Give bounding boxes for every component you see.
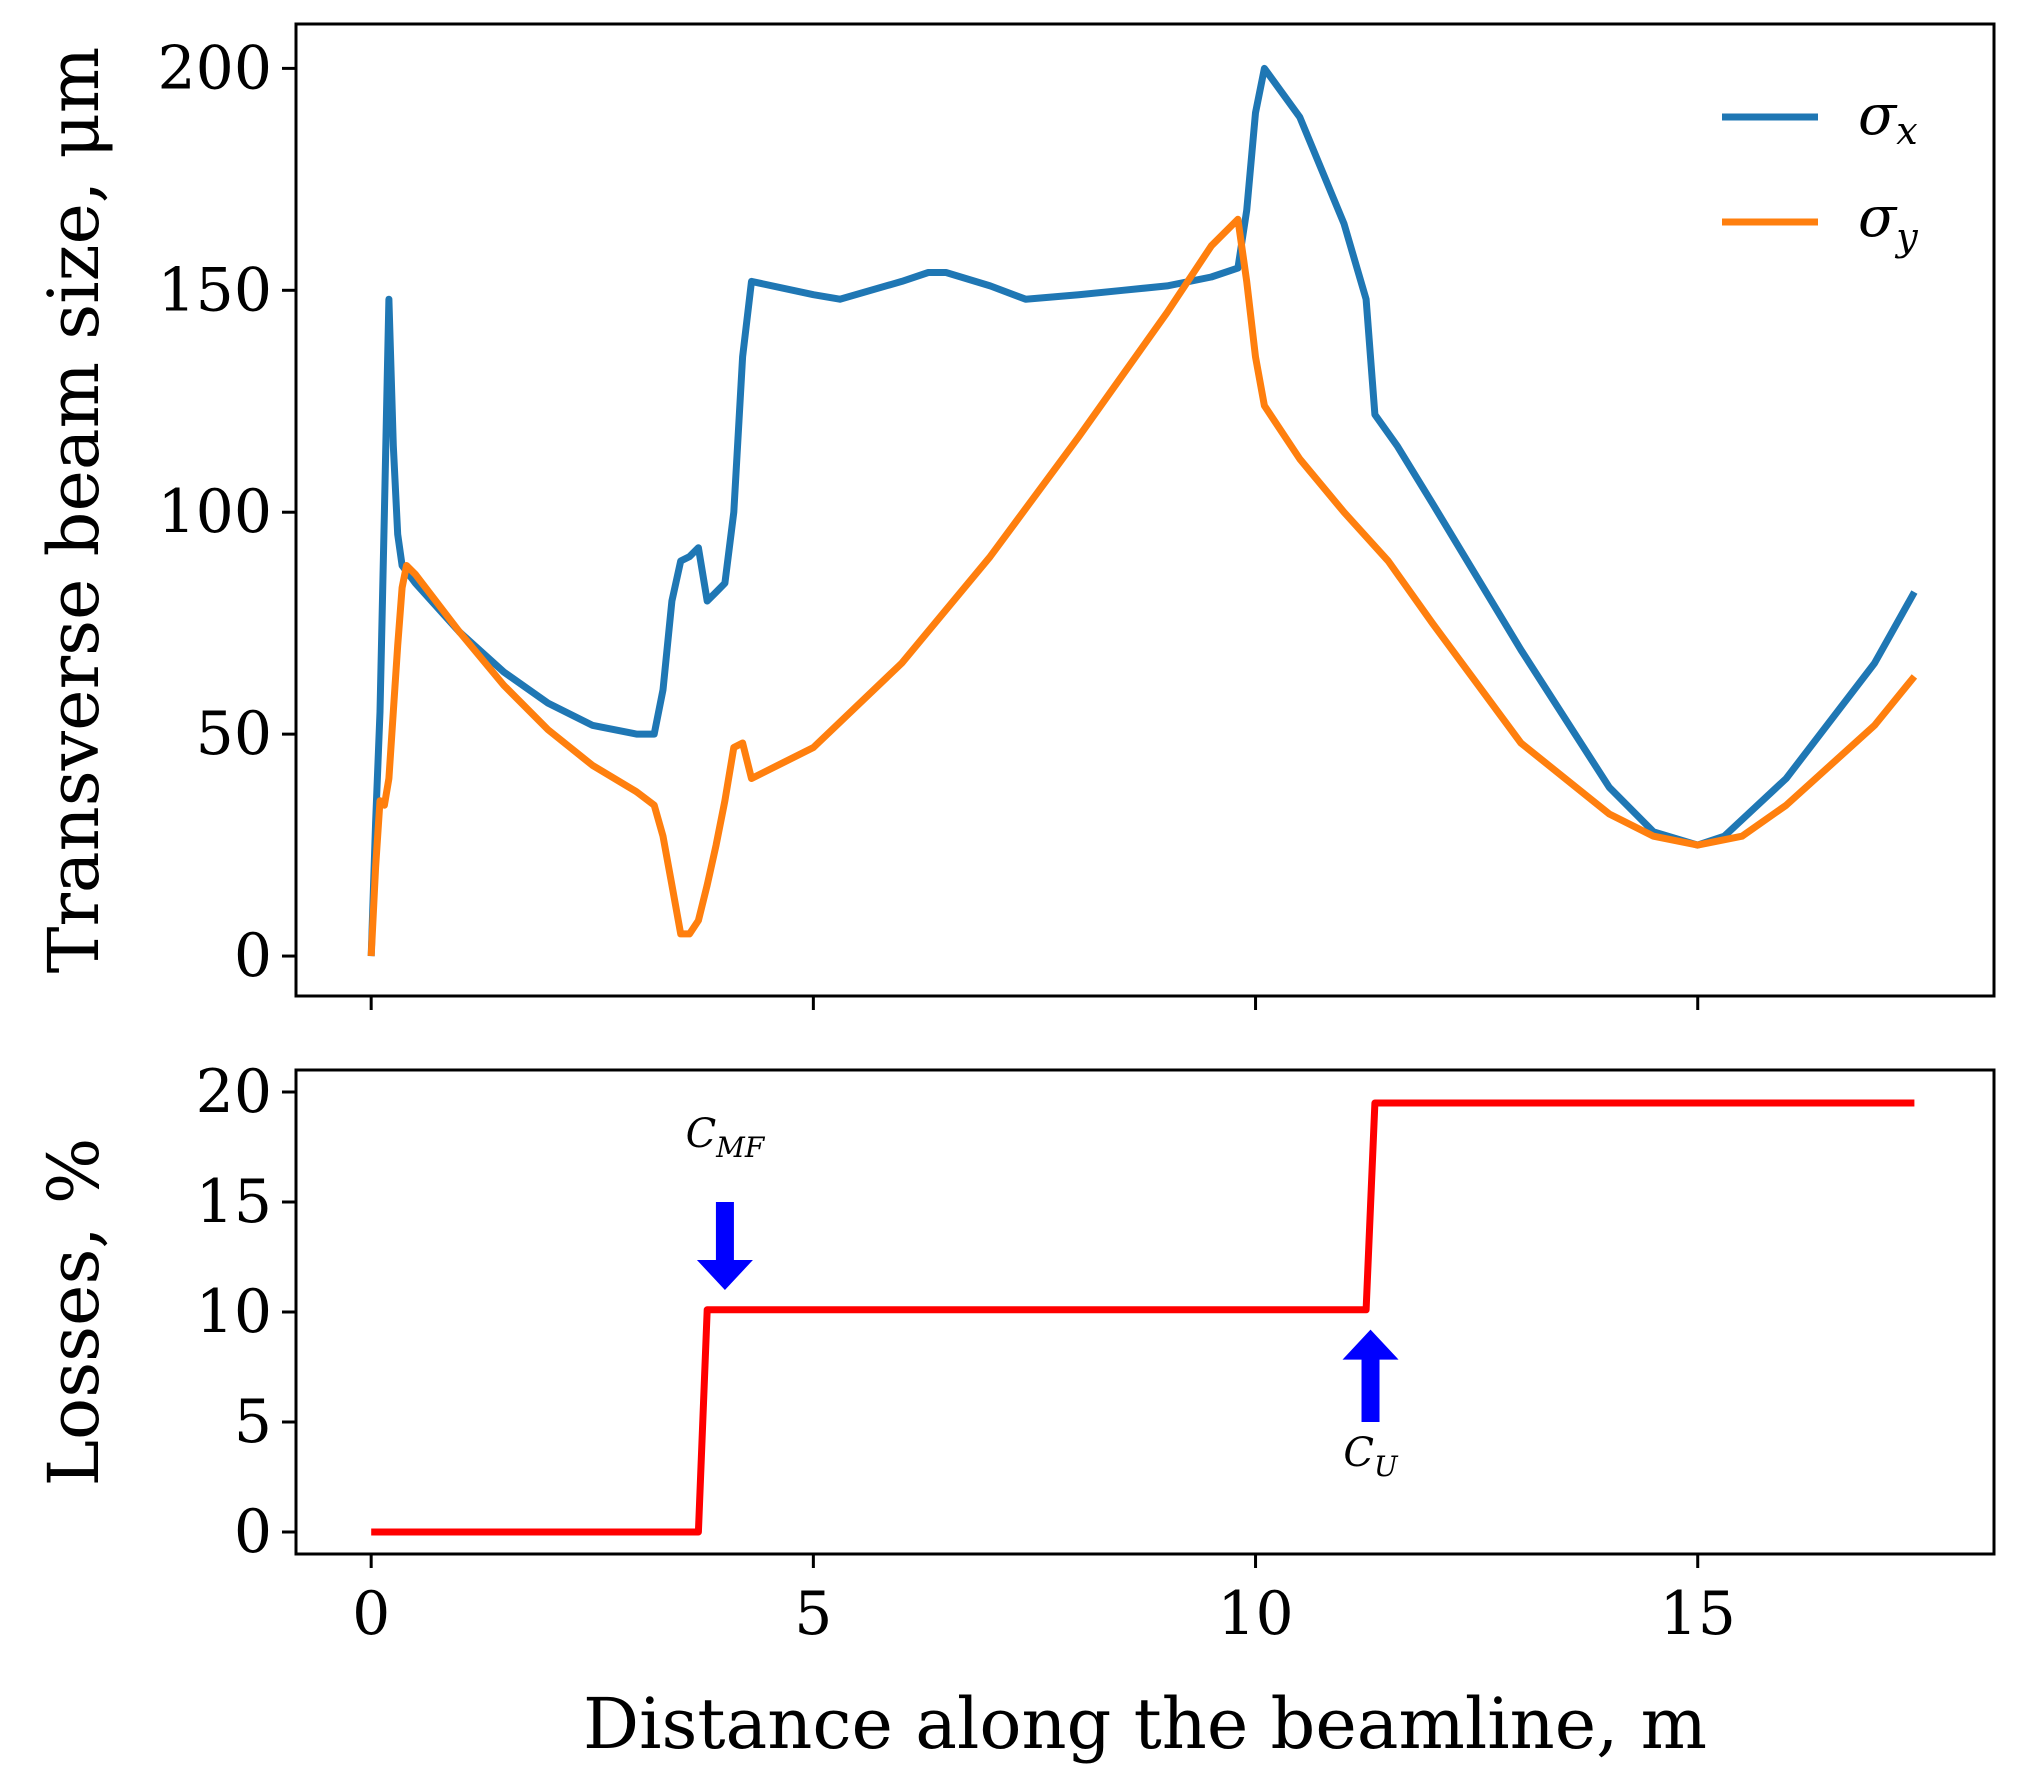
bottom-ticks: 0 5 10 15 20 0 5 10 15	[196, 1057, 1736, 1649]
ytick-label: 15	[196, 1167, 272, 1237]
bottom-ylabel: Losses, %	[33, 1138, 115, 1487]
annotation-arrow-mf	[696, 1202, 753, 1290]
legend-label-sigma-x: σx	[1858, 83, 1918, 153]
annotation-label-u: CU	[1343, 1430, 1399, 1483]
top-series	[367, 64, 1918, 957]
ytick-label: 5	[234, 1387, 272, 1457]
series-line--y	[367, 215, 1918, 957]
xtick-label: 10	[1217, 1579, 1293, 1649]
ytick-label: 10	[196, 1277, 272, 1347]
xtick-label: 0	[352, 1579, 390, 1649]
legend-label-sigma-y: σy	[1858, 185, 1918, 259]
top-axes-frame	[294, 22, 1996, 998]
top-ylabel: Transverse beam size, μm	[33, 47, 115, 974]
bottom-panel: 0 5 10 15 20 0 5 10 15 CMF CU Losses, % Distance …	[33, 1057, 1996, 1765]
annotation-arrow-u	[1342, 1329, 1399, 1422]
series-line-losses	[371, 1099, 1915, 1536]
annotation-label-mf: CMF	[686, 1111, 766, 1164]
bottom-annotations: CMF CU	[686, 1111, 1399, 1483]
ytick-label: 100	[157, 477, 272, 547]
bottom-series	[371, 1099, 1915, 1536]
xtick-label: 5	[794, 1579, 832, 1649]
legend: σx σy	[1722, 83, 1918, 259]
ytick-label: 0	[234, 1497, 272, 1567]
top-ticks: 0 50 100 150 200	[157, 33, 1700, 1010]
series-line--x	[367, 64, 1918, 957]
top-panel: 0 50 100 150 200 Transverse beam size, μm σx…	[33, 22, 1996, 1010]
ytick-label: 50	[196, 699, 272, 769]
ytick-label: 200	[157, 33, 272, 103]
ytick-label: 20	[196, 1057, 272, 1127]
ytick-label: 0	[234, 921, 272, 991]
bottom-axes-frame	[294, 1068, 1996, 1556]
ytick-label: 150	[157, 255, 272, 325]
xtick-label: 15	[1660, 1579, 1736, 1649]
xlabel: Distance along the beamline, m	[583, 1683, 1707, 1765]
